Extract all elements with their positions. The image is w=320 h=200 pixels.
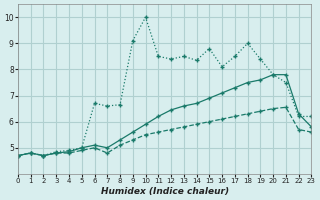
X-axis label: Humidex (Indice chaleur): Humidex (Indice chaleur) xyxy=(100,187,229,196)
